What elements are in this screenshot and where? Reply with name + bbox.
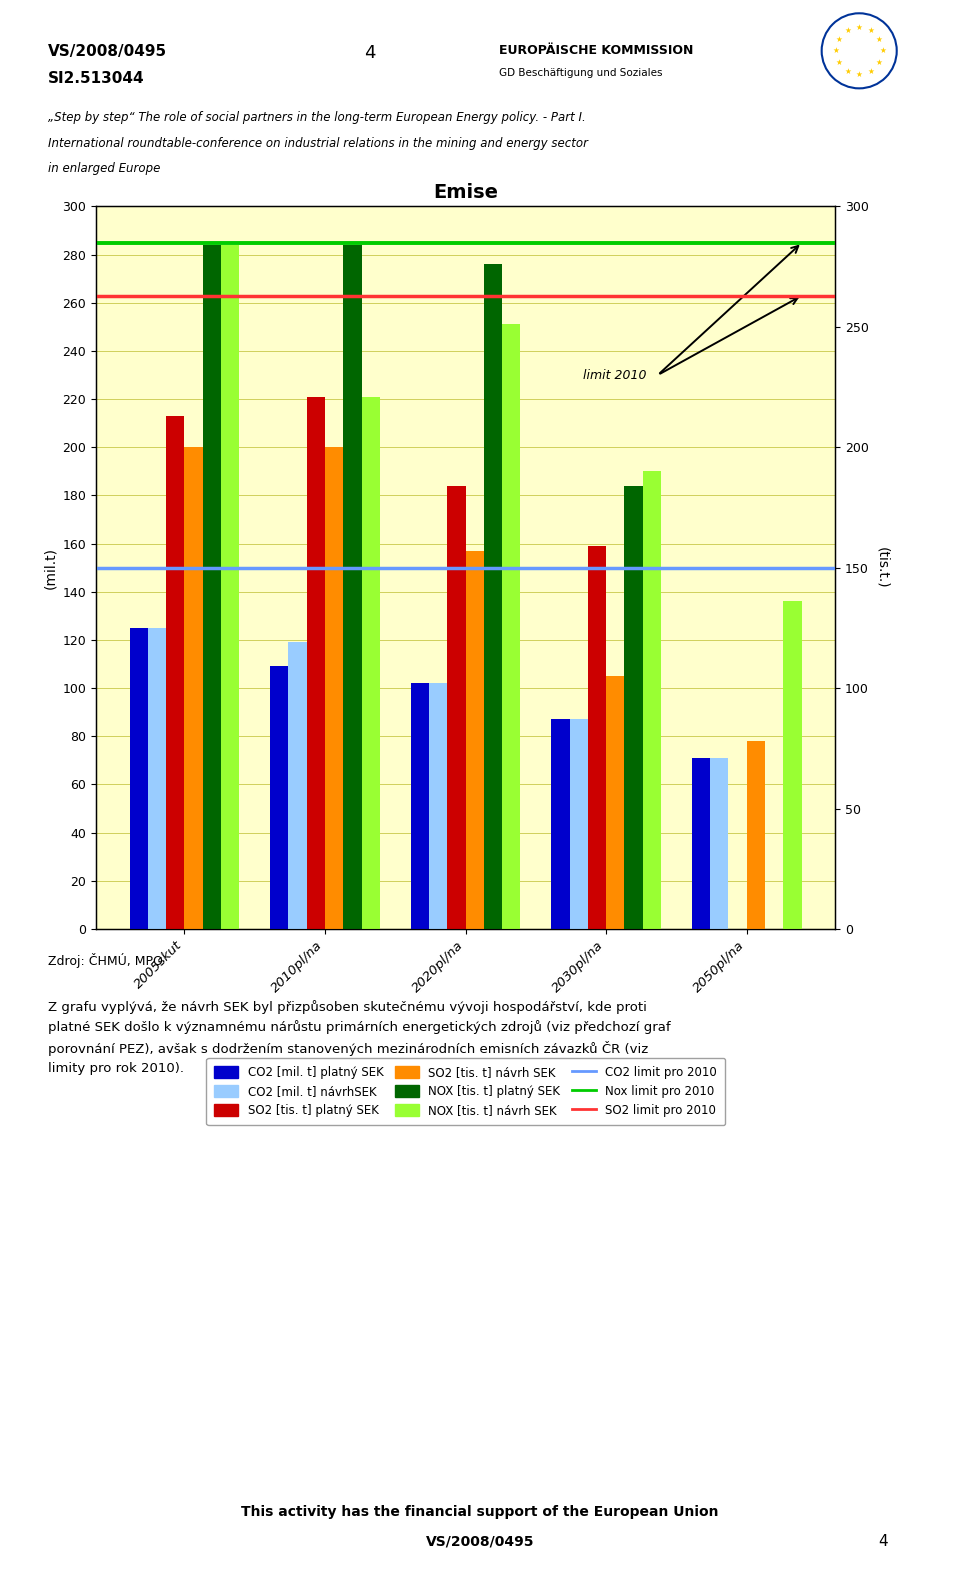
Bar <box>166 416 184 929</box>
Text: ★: ★ <box>868 67 875 76</box>
Text: „Step by step“ The role of social partners in the long-term European Energy poli: „Step by step“ The role of social partne… <box>48 111 586 124</box>
Bar <box>411 683 429 929</box>
Bar <box>362 397 380 929</box>
Bar <box>624 486 643 929</box>
Legend: CO2 [mil. t] platný SEK, CO2 [mil. t] návrhSEK, SO2 [tis. t] platný SEK, SO2 [ti: CO2 [mil. t] platný SEK, CO2 [mil. t] ná… <box>206 1058 725 1126</box>
Text: ★: ★ <box>855 70 863 78</box>
Text: 4: 4 <box>364 44 375 62</box>
Text: VS/2008/0495: VS/2008/0495 <box>48 44 167 59</box>
Bar <box>747 742 765 929</box>
Bar <box>692 757 710 929</box>
Text: SI2.513044: SI2.513044 <box>48 71 145 86</box>
Text: in enlarged Europe: in enlarged Europe <box>48 162 160 175</box>
Bar <box>643 472 661 929</box>
Bar <box>203 245 221 929</box>
Text: GD Beschäftigung und Soziales: GD Beschäftigung und Soziales <box>499 68 662 78</box>
Bar <box>307 397 325 929</box>
Text: Zdroj: ČHMÚ, MPO: Zdroj: ČHMÚ, MPO <box>48 953 163 967</box>
Bar <box>288 643 307 929</box>
Bar <box>466 551 484 929</box>
Bar <box>606 676 624 929</box>
Y-axis label: (mil.t): (mil.t) <box>43 546 57 589</box>
Bar <box>184 448 203 929</box>
Text: ★: ★ <box>844 25 851 35</box>
Bar <box>325 448 344 929</box>
Bar <box>130 627 148 929</box>
Text: This activity has the financial support of the European Union: This activity has the financial support … <box>241 1505 719 1520</box>
Bar <box>270 667 288 929</box>
Text: 4: 4 <box>878 1534 888 1548</box>
Bar <box>710 757 729 929</box>
Bar <box>588 546 606 929</box>
Text: ★: ★ <box>832 46 839 56</box>
Text: VS/2008/0495: VS/2008/0495 <box>425 1534 535 1548</box>
Text: Z grafu vyplývá, že návrh SEK byl přizpůsoben skutečnému vývoji hospodářství, kd: Z grafu vyplývá, že návrh SEK byl přizpů… <box>48 1000 671 1075</box>
Text: ★: ★ <box>844 67 851 76</box>
Bar <box>502 324 520 929</box>
Bar <box>148 627 166 929</box>
Bar <box>783 602 802 929</box>
Bar <box>429 683 447 929</box>
Text: ★: ★ <box>868 25 875 35</box>
Text: ★: ★ <box>855 24 863 32</box>
Text: International roundtable-conference on industrial relations in the mining and en: International roundtable-conference on i… <box>48 137 588 149</box>
Bar <box>221 245 239 929</box>
Text: ★: ★ <box>835 57 843 67</box>
Bar <box>551 719 569 929</box>
Y-axis label: (tis.t.): (tis.t.) <box>876 546 890 589</box>
Bar <box>569 719 588 929</box>
Bar <box>484 264 502 929</box>
Text: ★: ★ <box>879 46 886 56</box>
Text: limit 2010: limit 2010 <box>584 368 647 381</box>
Text: ★: ★ <box>835 35 843 44</box>
Text: ★: ★ <box>876 35 883 44</box>
Bar <box>447 486 466 929</box>
Text: EUROPÄISCHE KOMMISSION: EUROPÄISCHE KOMMISSION <box>499 44 693 57</box>
Bar <box>344 245 362 929</box>
Title: Emise: Emise <box>433 183 498 202</box>
Text: ★: ★ <box>876 57 883 67</box>
